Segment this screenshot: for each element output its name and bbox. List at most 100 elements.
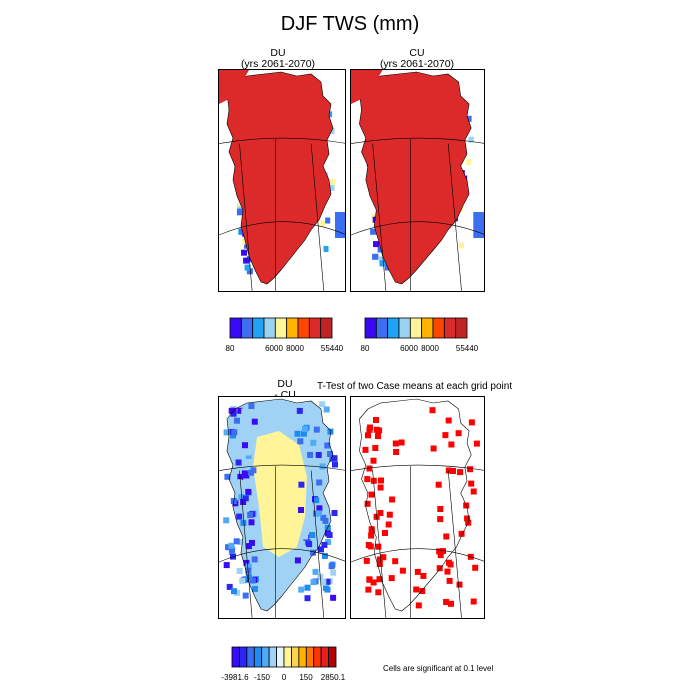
grid-cell — [330, 594, 337, 601]
grid-cell — [363, 557, 370, 564]
latitude-line — [351, 221, 484, 236]
panel-diff-title: DU - CU — [255, 378, 315, 401]
map-panel-diff — [218, 396, 346, 619]
colorbar-box — [276, 646, 285, 668]
grid-cell — [370, 228, 377, 235]
grid-cell — [415, 602, 422, 609]
grid-cell — [316, 479, 323, 486]
panel-du-title-line2: (yrs 2061-2070) — [240, 58, 316, 71]
colorbar-diff-tick: 0 — [281, 673, 287, 682]
colorbar-box — [387, 317, 400, 339]
grid-cell — [436, 548, 443, 555]
colorbar-cu-tick: 80 — [360, 344, 370, 353]
grid-cell — [445, 467, 452, 474]
grid-cell — [251, 418, 258, 425]
colorbar-cu-tick: 8000 — [421, 344, 439, 353]
grid-cell — [419, 588, 426, 594]
longitude-line — [372, 470, 387, 618]
map-du — [219, 70, 345, 291]
colorbar-du-tick: 80 — [225, 344, 235, 353]
grid-cell — [442, 432, 449, 439]
longitude-line — [310, 143, 325, 291]
grid-cell — [328, 563, 335, 570]
grid-cell — [470, 488, 477, 495]
colorbar-du-boxes — [229, 317, 333, 339]
grid-cell — [327, 451, 333, 457]
colorbar-cu: 80 6000 8000 55440 — [361, 317, 478, 354]
grid-cell — [378, 477, 384, 484]
colorbar-box — [313, 646, 322, 668]
grid-cell — [450, 468, 456, 474]
colorbar-box — [443, 317, 457, 339]
grid-cell — [464, 515, 471, 522]
grid-cell — [228, 407, 235, 414]
grid-cell — [392, 440, 399, 447]
grid-cell — [375, 543, 382, 550]
grid-cell — [446, 577, 453, 584]
grid-cell — [320, 220, 326, 227]
grid-cell — [448, 600, 454, 607]
grid-cell — [373, 241, 380, 248]
grid-cell — [456, 581, 463, 588]
map-diff — [219, 398, 345, 618]
map-gridlines — [219, 464, 345, 618]
grid-cell — [319, 401, 326, 408]
grid-cell — [229, 546, 236, 553]
latitude-line — [351, 548, 484, 563]
grid-cell — [365, 432, 371, 439]
ice-sheet-field — [226, 71, 334, 285]
latitude-line — [351, 137, 484, 144]
grid-cell — [248, 519, 255, 526]
grid-cell — [296, 407, 303, 414]
colorbar-cu-tick: 6000 — [400, 344, 418, 353]
grid-cell — [245, 488, 252, 495]
grid-cell — [380, 554, 387, 561]
map-cu — [351, 70, 484, 291]
colorbar-box — [320, 646, 329, 668]
grid-cell — [251, 503, 258, 510]
colorbar-box — [297, 317, 310, 339]
colorbar-box — [298, 646, 307, 668]
colorbar-box — [268, 646, 277, 668]
grid-cell — [382, 530, 388, 536]
grid-cell — [392, 558, 399, 565]
panel-cu-title: CU (yrs 2061-2070) — [357, 47, 477, 70]
grid-cell — [430, 445, 437, 452]
grid-cell — [223, 517, 230, 524]
grid-cell — [302, 533, 309, 540]
grid-cell — [325, 217, 331, 224]
grid-cell — [319, 463, 326, 470]
colorbar-box — [240, 317, 254, 339]
colorbar-du-tick: 8000 — [286, 344, 304, 353]
grid-cell — [309, 532, 316, 538]
grid-cell — [245, 543, 252, 550]
grid-cell — [376, 561, 383, 567]
grid-cell — [306, 541, 313, 548]
colorbar-diff: -3981.6 -150 0 150 2850.1 — [221, 646, 345, 683]
colorbar-box — [291, 646, 300, 668]
grid-cell — [231, 429, 238, 436]
grid-cell — [364, 476, 371, 483]
grid-cell — [389, 496, 396, 503]
map-ttest — [351, 398, 484, 618]
grid-cell — [245, 452, 252, 459]
grid-cell — [372, 253, 379, 260]
grid-cell — [362, 446, 369, 453]
grid-cell — [245, 563, 252, 570]
grid-cell — [364, 500, 371, 507]
grid-cell — [235, 459, 242, 466]
grid-cell — [226, 583, 233, 590]
panel-ttest-title: T-Test of two Case means at each grid po… — [317, 381, 513, 392]
grid-cell — [437, 516, 444, 523]
grid-cell — [321, 553, 328, 559]
grid-cell — [375, 433, 381, 440]
grid-cell — [246, 256, 253, 263]
colorbar-diff-tick: -150 — [253, 673, 271, 682]
grid-cell — [320, 514, 327, 521]
grid-cell — [329, 128, 335, 134]
grid-cell — [376, 556, 383, 563]
grid-cell — [399, 567, 406, 574]
grid-cell — [246, 268, 253, 275]
grid-cell — [368, 491, 375, 498]
grid-cell — [366, 576, 373, 583]
